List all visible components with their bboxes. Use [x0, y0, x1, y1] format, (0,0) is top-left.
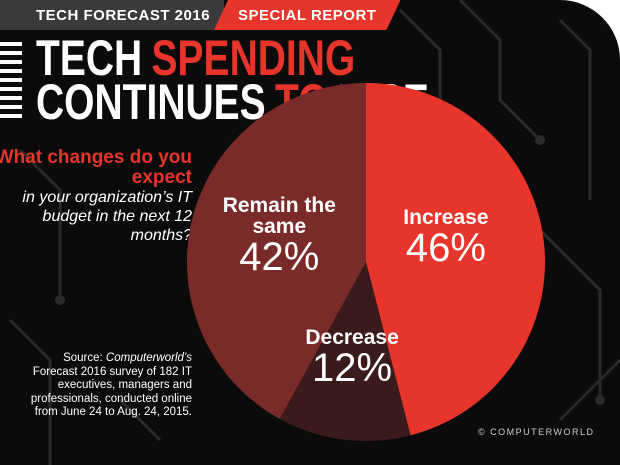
question: What changes do you expect in your organ… — [0, 148, 192, 245]
slice-label: Decrease 12% — [287, 327, 417, 388]
title-word: SPENDING — [151, 30, 356, 86]
pie-slice — [279, 262, 411, 441]
source-publication: Computerworld’s — [105, 352, 192, 364]
question-text: in your organization’s IT budget in the … — [22, 189, 192, 244]
header-tag: SPECIAL REPORT — [214, 0, 400, 30]
credit: © COMPUTERWORLD — [478, 427, 595, 437]
decor-stripes — [0, 42, 22, 122]
pie-slice — [366, 83, 545, 436]
source-text: Forecast 2016 survey of 182 IT executive… — [30, 365, 192, 419]
slice-category: Increase — [403, 205, 489, 229]
slice-label: Remain the same 42% — [214, 195, 344, 277]
question-lead: What changes do you expect — [0, 147, 192, 188]
slice-category: Decrease — [305, 326, 399, 350]
header-tag: TECH FORECAST 2016 — [0, 0, 225, 30]
slice-category: Remain the same — [222, 193, 336, 238]
slice-value: 46% — [405, 225, 486, 270]
title-word: TECH — [36, 30, 143, 86]
pie-slice — [186, 83, 366, 419]
slice-value: 12% — [312, 346, 393, 391]
slice-value: 42% — [239, 234, 320, 279]
source-prefix: Source: — [63, 352, 106, 364]
source-note: Source: Computerworld’s Forecast 2016 su… — [22, 352, 192, 420]
header-tags: TECH FORECAST 2016 SPECIAL REPORT — [0, 0, 400, 30]
slice-label: Increase 46% — [381, 207, 511, 268]
title-word: CONTINUES — [36, 74, 266, 130]
